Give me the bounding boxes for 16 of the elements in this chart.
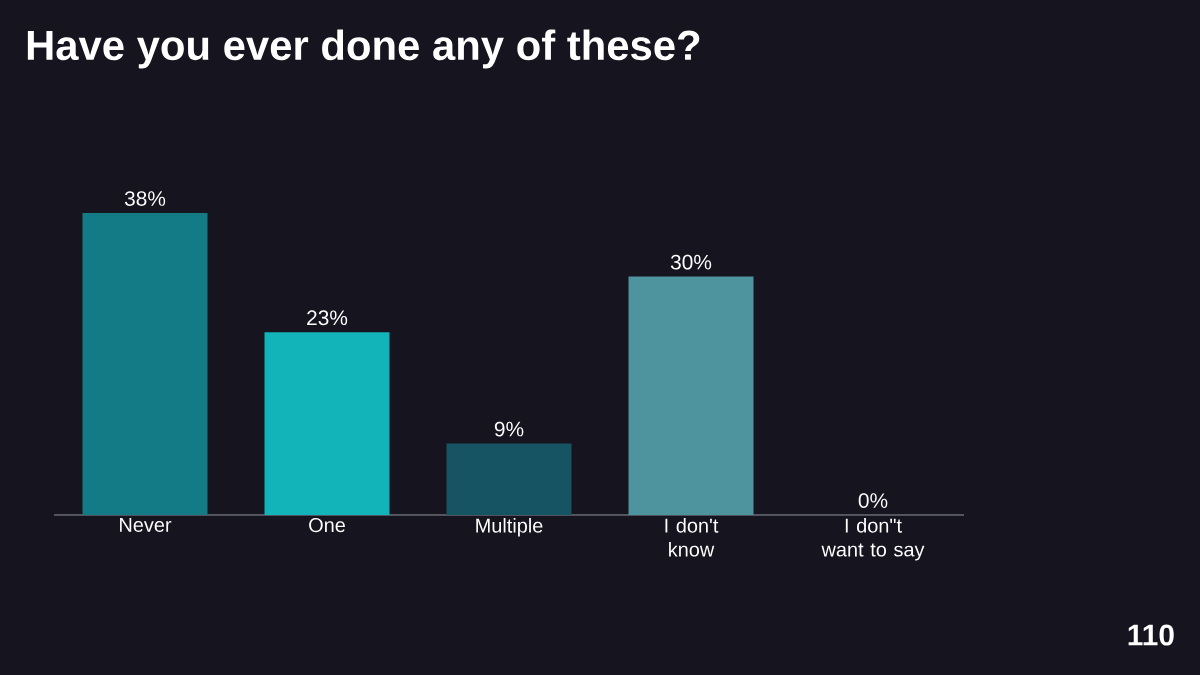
bar — [446, 443, 572, 515]
x-tick-label: I don't know — [665, 518, 719, 557]
text: 110 — [1128, 624, 1174, 646]
x-tick-label: Multiple — [476, 518, 543, 537]
chart-title: Have you ever done any of these? — [27, 29, 700, 69]
data-label: 0% — [858, 493, 888, 508]
x-tick-label: One — [309, 518, 345, 533]
x-tick-label: Never — [120, 518, 172, 532]
bar — [628, 276, 754, 515]
bar — [264, 332, 390, 515]
data-label: 9% — [494, 421, 524, 437]
data-label: 30% — [670, 254, 712, 270]
x-tick-label: I don"t want to say — [821, 518, 925, 561]
bar — [82, 212, 208, 515]
data-label: 38% — [124, 191, 166, 206]
data-label: 23% — [307, 310, 348, 326]
